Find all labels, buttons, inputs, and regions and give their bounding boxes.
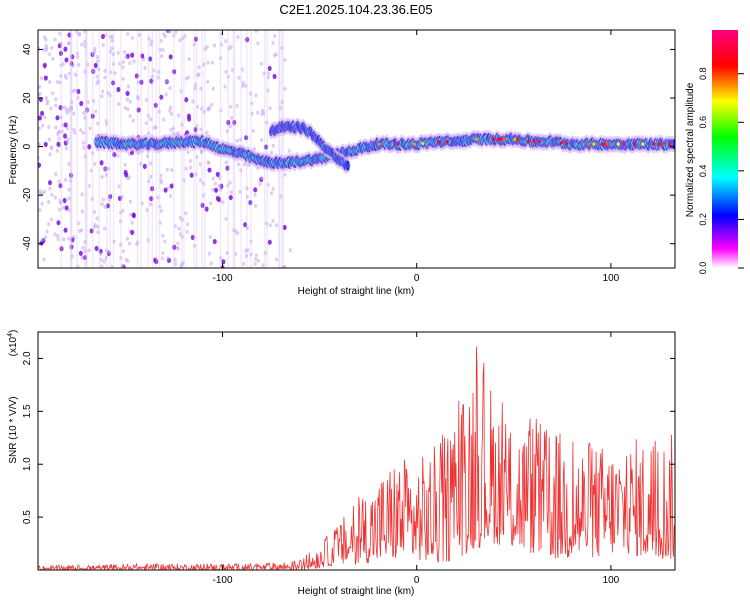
colorbar-tick-label: 0.6 [698,116,708,129]
y-tick-label: -20 [22,187,33,202]
colorbar-tick-label: 0.0 [698,262,708,275]
colorbar-ticks: 0.0 0.2 0.4 0.6 0.8 [698,67,744,274]
spectrogram-y-ticks: -40 -20 0 20 40 [22,43,675,251]
spectrogram-x-ticks: -100 0 100 [212,30,620,284]
snr-scale-label: (x104) [7,330,19,357]
y-tick-label: 1.0 [22,457,33,471]
x-tick-label: 0 [414,273,420,284]
spectrogram-band-layer [93,117,675,175]
snr-series-line [38,346,675,570]
x-tick-label: -100 [212,273,232,284]
spectrogram-panel: -100 0 100 -40 -20 0 20 40 Height of straight … [8,29,676,297]
y-tick-label: 2.0 [22,351,33,365]
colorbar-tick-label: 0.2 [698,213,708,226]
snr-frame [37,331,676,571]
snr-x-ticks: -100 0 100 [212,332,620,586]
snr-y-axis-label: SNR (10 * V/V) [8,396,19,463]
snr-y-ticks: 0.5 1.0 1.5 2.0 [22,351,675,524]
x-tick-label: -100 [212,575,232,586]
x-tick-label: 100 [603,575,620,586]
y-tick-label: -40 [22,236,33,251]
colorbar-gradient [712,30,738,268]
snr-panel: -100 0 100 0.5 1.0 1.5 2.0 Height of straight… [7,330,676,597]
colorbar-tick-label: 0.8 [698,67,708,80]
figure-title: C2E1.2025.104.23.36.E05 [279,2,432,17]
snr-x-axis-label: Height of straight line (km) [298,586,415,597]
colorbar: 0.0 0.2 0.4 0.6 0.8 Normalized spectral ampl… [685,30,744,274]
colorbar-label: Normalized spectral amplitude [685,82,696,217]
y-tick-label: 0.5 [22,510,33,524]
y-tick-label: 40 [22,43,33,55]
spectrogram-x-axis-label: Height of straight line (km) [298,286,415,297]
x-tick-label: 0 [414,575,420,586]
colorbar-tick-label: 0.4 [698,165,708,178]
spectrogram-frame [37,29,676,269]
y-tick-label: 20 [22,92,33,104]
spectrogram-y-axis-label: Frequency (Hz) [8,116,19,185]
y-tick-label: 1.5 [22,404,33,418]
y-tick-label: 0 [22,143,33,149]
x-tick-label: 100 [603,273,620,284]
